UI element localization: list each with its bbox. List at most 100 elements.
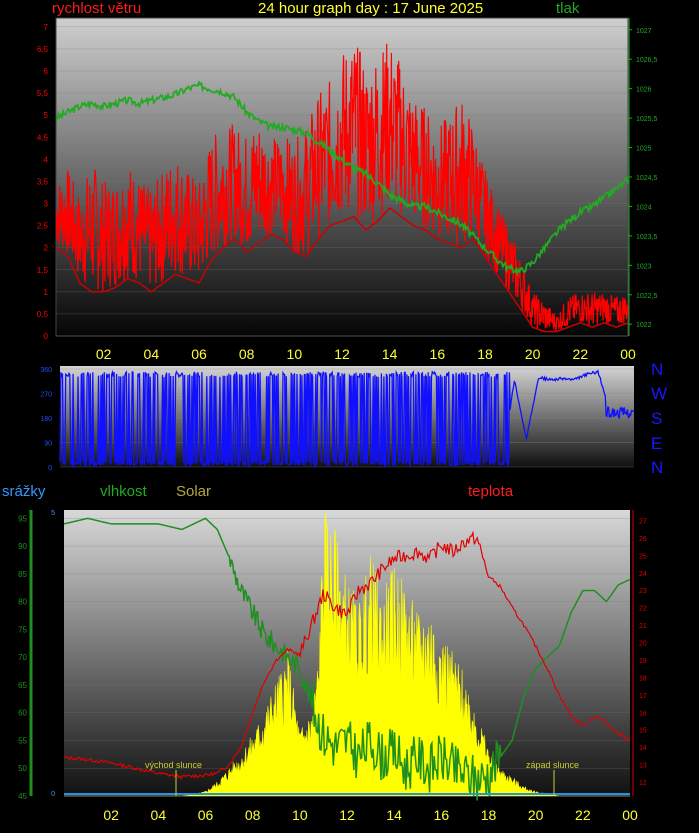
direction-label-w: W xyxy=(651,384,668,403)
y-tick-label: 180 xyxy=(40,416,52,423)
y-left-tick-label: 3 xyxy=(44,200,49,209)
y-tick-label: 270 xyxy=(40,392,52,399)
x-tick-label: 16 xyxy=(434,807,450,823)
y-right-tick-label: 15 xyxy=(639,728,647,735)
wind-direction-plot-area xyxy=(60,366,634,467)
y-tick-label: 360 xyxy=(40,367,52,374)
solar-label: Solar xyxy=(176,483,212,500)
x-tick-label: 00 xyxy=(622,807,638,823)
y-right-tick-label: 23 xyxy=(639,588,647,595)
y-right-tick-label: 27 xyxy=(639,518,647,525)
y-right-tick-label: 1025 xyxy=(636,146,652,153)
y-left-tick-label: 55 xyxy=(18,736,27,745)
y-left-tick-label: 2,5 xyxy=(37,222,49,231)
y-right-tick-label: 1025,5 xyxy=(636,116,658,123)
x-tick-label: 14 xyxy=(386,807,402,823)
x-tick-label: 14 xyxy=(382,346,398,362)
y-left-tick-label: 3,5 xyxy=(37,177,49,186)
y-right-tick-label: 26 xyxy=(639,536,647,543)
y-right-tick-label: 25 xyxy=(639,553,647,560)
temperature-label: teplota xyxy=(468,483,514,500)
x-tick-label: 10 xyxy=(287,346,303,362)
y-right-tick-label: 1026,5 xyxy=(636,57,658,64)
x-tick-label: 22 xyxy=(573,346,589,362)
x-tick-label: 20 xyxy=(528,807,544,823)
y-right-tick-label: 20 xyxy=(639,641,647,648)
y-left-tick-label: 7 xyxy=(44,23,49,32)
wind-direction-line xyxy=(59,369,635,469)
sunrise-annotation: východ slunce xyxy=(145,760,202,770)
y-right-tick-label: 16 xyxy=(639,710,647,717)
y-right-tick-label: 1024 xyxy=(636,204,652,211)
y-left-tick-label: 80 xyxy=(18,598,27,607)
y-left-tick-label: 5,5 xyxy=(37,89,49,98)
x-tick-label: 12 xyxy=(339,807,355,823)
precip-label: srážky xyxy=(2,483,46,500)
y-left-tick-label: 2 xyxy=(44,244,49,253)
y-left-tick-label: 90 xyxy=(18,542,27,551)
y-left-tick-label: 65 xyxy=(18,681,27,690)
x-tick-label: 08 xyxy=(245,807,261,823)
x-tick-label: 02 xyxy=(103,807,119,823)
y-right-tick-label: 1026 xyxy=(636,87,652,94)
wind-pressure-chart: 00,511,522,533,544,555,566,57 10221022,5… xyxy=(37,17,658,362)
x-tick-label: 00 xyxy=(620,346,636,362)
y-left-tick-label: 4 xyxy=(44,155,49,164)
x-tick-label: 04 xyxy=(144,346,160,362)
x-tick-label: 18 xyxy=(481,807,497,823)
y-left-tick-label: 4,5 xyxy=(37,133,49,142)
x-tick-label: 10 xyxy=(292,807,308,823)
x-tick-label: 12 xyxy=(334,346,350,362)
direction-label-s: S xyxy=(651,409,663,428)
y-right-tick-label: 19 xyxy=(639,658,647,665)
precip-tick-label: 0 xyxy=(51,791,55,798)
y-left-tick-label: 85 xyxy=(18,570,27,579)
y-right-tick-label: 18 xyxy=(639,675,647,682)
x-tick-label: 22 xyxy=(575,807,591,823)
direction-label-e: E xyxy=(651,434,663,453)
x-tick-label: 02 xyxy=(96,346,112,362)
y-right-tick-label: 1023,5 xyxy=(636,234,658,241)
y-right-tick-label: 17 xyxy=(639,693,647,700)
wind-speed-title: rychlost větru xyxy=(52,0,142,17)
y-left-tick-label: 50 xyxy=(18,764,27,773)
humidity-label: vlhkost xyxy=(100,483,147,500)
y-left-tick-label: 5 xyxy=(44,111,49,120)
precip-tick-label: 5 xyxy=(51,510,55,517)
x-tick-label: 04 xyxy=(151,807,167,823)
y-left-tick-label: 0 xyxy=(44,332,49,341)
y-tick-label: 0 xyxy=(48,465,52,472)
x-tick-label: 18 xyxy=(477,346,493,362)
y-left-tick-label: 6 xyxy=(44,67,49,76)
y-right-tick-label: 14 xyxy=(639,745,647,752)
y-right-tick-label: 1027 xyxy=(636,28,652,35)
y-right-tick-label: 22 xyxy=(639,606,647,613)
direction-label-n-top: N xyxy=(651,360,664,379)
y-right-tick-label: 21 xyxy=(639,623,647,630)
direction-label-n-bottom: N xyxy=(651,458,664,477)
y-left-tick-label: 6,5 xyxy=(37,45,49,54)
y-left-tick-label: 1,5 xyxy=(37,266,49,275)
y-left-tick-label: 70 xyxy=(18,653,27,662)
y-right-tick-label: 1024,5 xyxy=(636,175,658,182)
chart-title: 24 hour graph day : 17 June 2025 xyxy=(258,0,484,17)
x-tick-label: 06 xyxy=(191,346,207,362)
y-right-tick-label: 12 xyxy=(639,780,647,787)
y-left-tick-label: 95 xyxy=(18,514,27,523)
y-left-tick-label: 60 xyxy=(18,709,27,718)
y-right-tick-label: 1023 xyxy=(636,263,652,270)
y-right-tick-label: 1022 xyxy=(636,322,652,329)
x-tick-label: 16 xyxy=(430,346,446,362)
wind-direction-chart: 0 90 180 270 360 xyxy=(40,366,635,472)
y-right-tick-label: 13 xyxy=(639,763,647,770)
y-tick-label: 90 xyxy=(44,441,52,448)
y-left-tick-label: 0,5 xyxy=(37,310,49,319)
x-tick-label: 08 xyxy=(239,346,255,362)
humidity-line xyxy=(63,517,631,801)
wind-speed-avg-line xyxy=(55,206,629,333)
solar-area xyxy=(64,513,630,797)
y-left-tick-label: 1 xyxy=(44,288,49,297)
sunset-annotation: západ slunce xyxy=(526,760,579,770)
temperature-line xyxy=(63,530,631,780)
